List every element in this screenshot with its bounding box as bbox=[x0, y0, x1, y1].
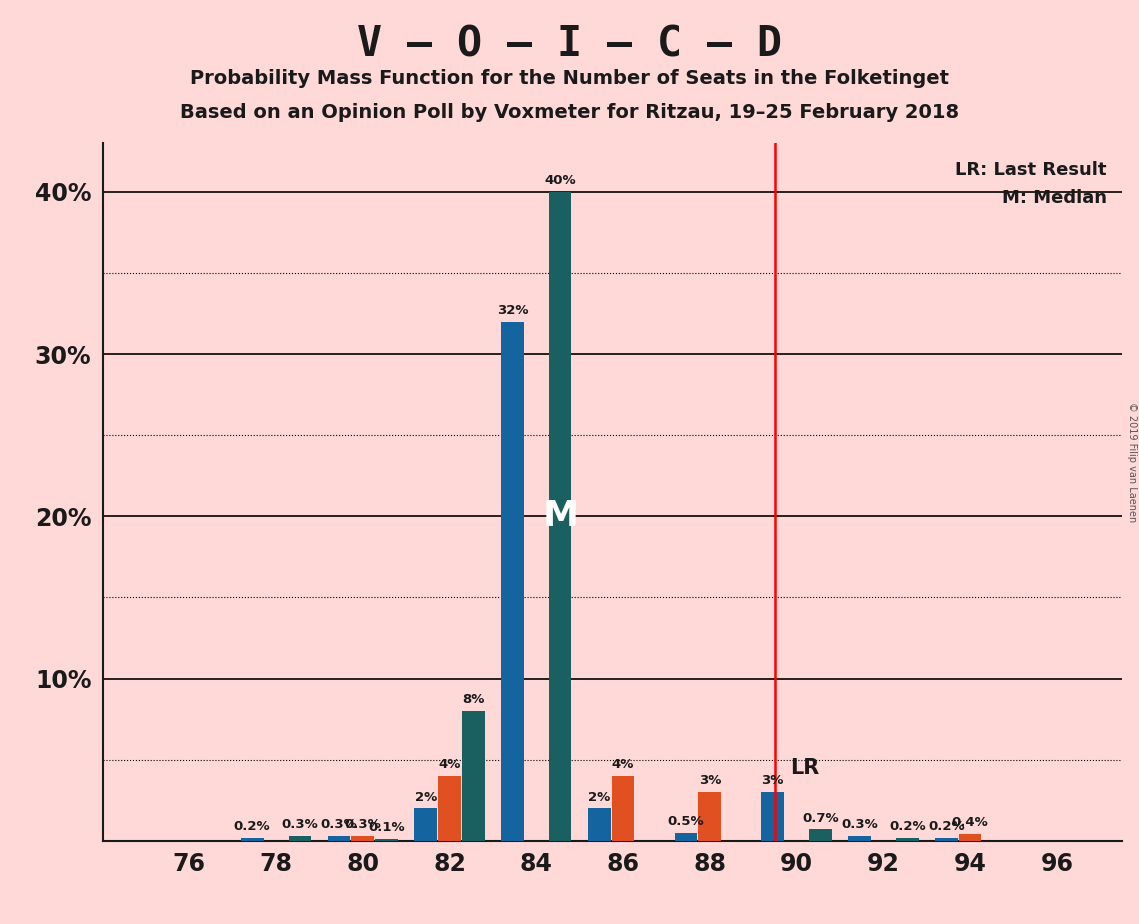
Text: Based on an Opinion Poll by Voxmeter for Ritzau, 19–25 February 2018: Based on an Opinion Poll by Voxmeter for… bbox=[180, 103, 959, 123]
Bar bbox=[761, 792, 784, 841]
Text: 2%: 2% bbox=[415, 791, 437, 804]
Text: 3%: 3% bbox=[698, 774, 721, 787]
Text: 0.3%: 0.3% bbox=[841, 818, 878, 831]
Bar bbox=[352, 836, 374, 841]
Text: 4%: 4% bbox=[612, 758, 634, 771]
Text: 0.5%: 0.5% bbox=[667, 815, 704, 828]
Text: © 2019 Filip van Laenen: © 2019 Filip van Laenen bbox=[1126, 402, 1137, 522]
Text: 4%: 4% bbox=[439, 758, 461, 771]
Bar bbox=[698, 792, 721, 841]
Text: 0.2%: 0.2% bbox=[233, 820, 270, 833]
Bar bbox=[415, 808, 437, 841]
Bar bbox=[809, 830, 831, 841]
Text: 0.2%: 0.2% bbox=[888, 820, 926, 833]
Bar bbox=[935, 837, 958, 841]
Bar bbox=[612, 776, 634, 841]
Text: 2%: 2% bbox=[588, 791, 611, 804]
Bar bbox=[376, 839, 398, 841]
Bar bbox=[288, 836, 311, 841]
Text: 0.3%: 0.3% bbox=[320, 818, 358, 831]
Text: 0.3%: 0.3% bbox=[281, 818, 318, 831]
Bar bbox=[462, 711, 485, 841]
Text: Probability Mass Function for the Number of Seats in the Folketinget: Probability Mass Function for the Number… bbox=[190, 69, 949, 89]
Bar bbox=[959, 834, 982, 841]
Bar bbox=[328, 836, 351, 841]
Bar bbox=[439, 776, 461, 841]
Bar bbox=[549, 192, 572, 841]
Bar bbox=[501, 322, 524, 841]
Text: M: M bbox=[542, 499, 579, 533]
Text: 0.2%: 0.2% bbox=[928, 820, 965, 833]
Bar bbox=[674, 833, 697, 841]
Text: 0.4%: 0.4% bbox=[952, 817, 989, 830]
Bar bbox=[849, 836, 871, 841]
Bar bbox=[240, 837, 263, 841]
Text: 0.7%: 0.7% bbox=[802, 811, 838, 824]
Text: 0.1%: 0.1% bbox=[368, 821, 405, 834]
Text: M: Median: M: Median bbox=[1001, 188, 1107, 207]
Bar bbox=[588, 808, 611, 841]
Text: LR: Last Result: LR: Last Result bbox=[956, 161, 1107, 178]
Text: V – O – I – C – D: V – O – I – C – D bbox=[357, 23, 782, 65]
Text: 32%: 32% bbox=[497, 304, 528, 317]
Text: 8%: 8% bbox=[462, 693, 484, 706]
Text: 0.3%: 0.3% bbox=[344, 818, 382, 831]
Bar bbox=[896, 837, 918, 841]
Text: 3%: 3% bbox=[762, 774, 784, 787]
Text: LR: LR bbox=[790, 758, 819, 778]
Text: 40%: 40% bbox=[544, 174, 576, 187]
